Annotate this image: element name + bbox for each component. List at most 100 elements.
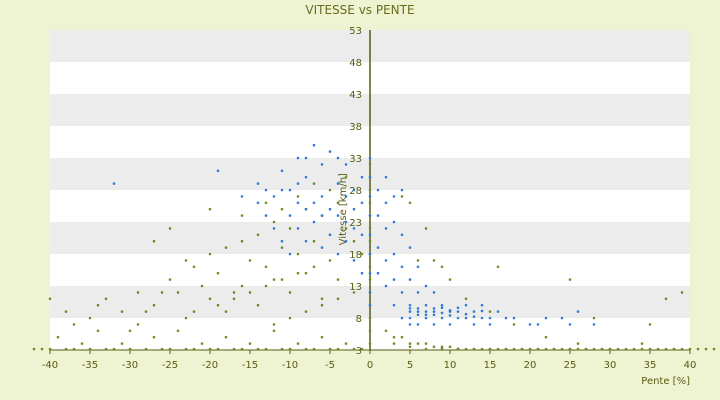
point-series-a — [328, 347, 332, 351]
point-series-a — [80, 342, 84, 345]
point-series-b — [416, 310, 420, 313]
point-series-b — [304, 156, 308, 160]
point-series-a — [680, 347, 684, 351]
point-series-a — [664, 347, 668, 351]
point-series-a — [560, 347, 564, 351]
point-series-b — [392, 252, 396, 256]
point-series-b — [432, 291, 436, 294]
point-series-a — [72, 323, 76, 326]
point-series-a — [344, 227, 348, 230]
point-series-a — [280, 347, 284, 351]
point-series-a — [224, 310, 228, 313]
point-series-b — [376, 214, 380, 217]
point-series-a — [568, 347, 572, 351]
point-series-a — [672, 347, 676, 351]
point-series-b — [528, 323, 532, 326]
point-series-a — [272, 278, 276, 281]
point-series-a — [360, 347, 364, 351]
point-series-a — [208, 347, 212, 351]
point-series-b — [456, 316, 460, 320]
point-series-b — [456, 306, 460, 310]
point-series-b — [328, 207, 332, 211]
point-series-b — [416, 265, 420, 269]
point-series-b — [336, 182, 340, 185]
point-series-a — [240, 214, 244, 217]
point-series-b — [288, 188, 292, 192]
point-series-b — [384, 175, 388, 179]
point-series-a — [232, 347, 236, 351]
point-series-a — [280, 278, 284, 281]
point-series-a — [552, 347, 556, 351]
point-series-a — [328, 188, 332, 192]
point-series-b — [280, 169, 284, 173]
point-series-a — [400, 195, 404, 198]
point-series-b — [400, 265, 404, 269]
point-series-b — [416, 291, 420, 294]
point-series-a — [336, 347, 340, 351]
point-series-b — [400, 316, 404, 320]
point-series-b — [296, 227, 300, 230]
point-series-b — [344, 220, 348, 224]
point-series-b — [408, 307, 412, 310]
point-series-a — [440, 347, 444, 351]
point-series-b — [480, 309, 484, 313]
y-tick-label: 48 — [349, 58, 362, 69]
point-series-a — [136, 323, 140, 326]
point-series-a — [536, 347, 540, 351]
point-series-b — [368, 156, 372, 160]
x-tick-label: 30 — [604, 360, 617, 371]
point-series-a — [48, 347, 52, 351]
point-series-a — [192, 265, 196, 269]
point-series-b — [448, 309, 452, 312]
point-series-a — [104, 347, 108, 351]
y-tick-label: 23 — [349, 218, 362, 229]
point-series-a — [208, 297, 212, 301]
point-series-b — [488, 323, 492, 326]
point-series-a — [112, 347, 116, 351]
point-series-b — [296, 201, 300, 205]
point-series-a — [696, 347, 700, 351]
point-series-b — [256, 201, 260, 205]
point-series-a — [584, 347, 588, 351]
point-series-b — [568, 323, 572, 326]
y-tick-label: 43 — [349, 90, 362, 101]
point-series-b — [352, 207, 356, 211]
point-series-a — [216, 347, 220, 351]
x-tick-label: -10 — [282, 360, 298, 371]
point-series-b — [320, 163, 324, 166]
point-series-b — [352, 227, 356, 230]
point-series-b — [432, 310, 436, 313]
point-series-b — [312, 143, 316, 147]
point-series-b — [464, 316, 468, 320]
point-series-b — [456, 310, 460, 313]
point-series-b — [480, 303, 484, 307]
point-series-b — [424, 313, 428, 317]
point-series-a — [368, 239, 372, 243]
point-series-a — [312, 182, 316, 185]
point-series-a — [496, 347, 500, 351]
point-series-b — [296, 182, 300, 185]
point-series-b — [392, 278, 396, 281]
point-series-a — [296, 195, 300, 198]
point-series-b — [344, 239, 348, 243]
point-series-a — [120, 310, 124, 313]
point-series-a — [576, 347, 580, 351]
point-series-a — [472, 347, 476, 351]
point-series-a — [304, 271, 308, 275]
point-series-a — [248, 291, 252, 294]
point-series-a — [192, 310, 196, 313]
point-series-a — [384, 329, 388, 333]
point-series-a — [200, 284, 204, 288]
point-series-b — [336, 156, 340, 160]
point-series-a — [296, 271, 300, 275]
point-series-b — [240, 195, 244, 198]
point-series-a — [264, 284, 268, 288]
point-series-b — [368, 271, 372, 275]
point-series-a — [400, 335, 404, 339]
point-series-b — [400, 233, 404, 237]
point-series-b — [328, 233, 332, 237]
point-series-b — [384, 284, 388, 288]
point-series-a — [256, 303, 260, 307]
point-series-a — [464, 297, 468, 301]
data-points — [32, 143, 716, 351]
